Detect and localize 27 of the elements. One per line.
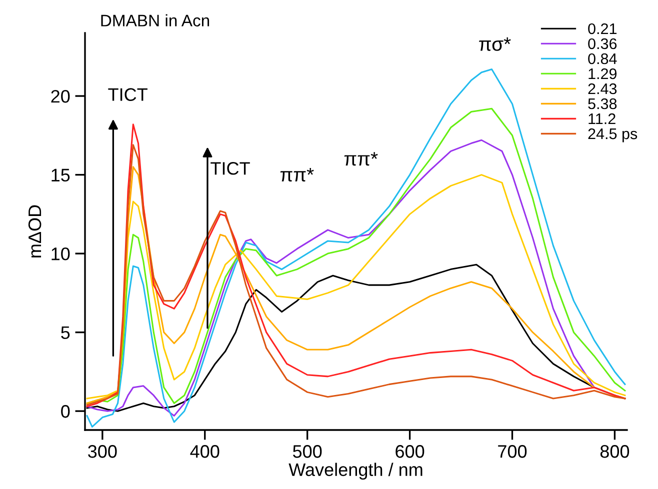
- y-tick-label: 10: [52, 247, 70, 260]
- annotation: ππ*: [344, 152, 378, 166]
- annotation: ππ*: [280, 168, 314, 182]
- x-tick-label: 700: [498, 445, 527, 458]
- x-tick-label: 600: [396, 445, 424, 458]
- annotation: TICT: [210, 162, 250, 175]
- y-tick-label: 15: [52, 168, 70, 182]
- legend-label: 0.36: [588, 38, 617, 50]
- legend-label: 0.21: [588, 23, 617, 34]
- legend-label: 24.5 ps: [588, 128, 638, 142]
- x-tick-label: 400: [190, 445, 220, 458]
- annotation: TICT: [108, 88, 148, 101]
- x-tick-label: 300: [88, 445, 117, 458]
- x-tick-label: 500: [292, 445, 322, 458]
- legend-label: 2.43: [588, 83, 617, 94]
- y-tick-label: 0: [61, 405, 70, 418]
- legend-label: 0.84: [588, 53, 617, 64]
- annotation: πσ*: [479, 37, 511, 51]
- x-axis-title: Wavelength / nm: [288, 462, 422, 480]
- chart-title: DMABN in Acn: [101, 14, 210, 26]
- x-tick-label: 800: [600, 445, 630, 458]
- legend-label: 1.29: [588, 68, 617, 80]
- y-axis-title: mΔOD: [28, 205, 42, 258]
- legend-label: 11.2: [588, 113, 616, 124]
- y-tick-label: 5: [61, 326, 70, 340]
- legend-label: 5.38: [588, 98, 617, 110]
- y-tick-label: 20: [51, 90, 70, 103]
